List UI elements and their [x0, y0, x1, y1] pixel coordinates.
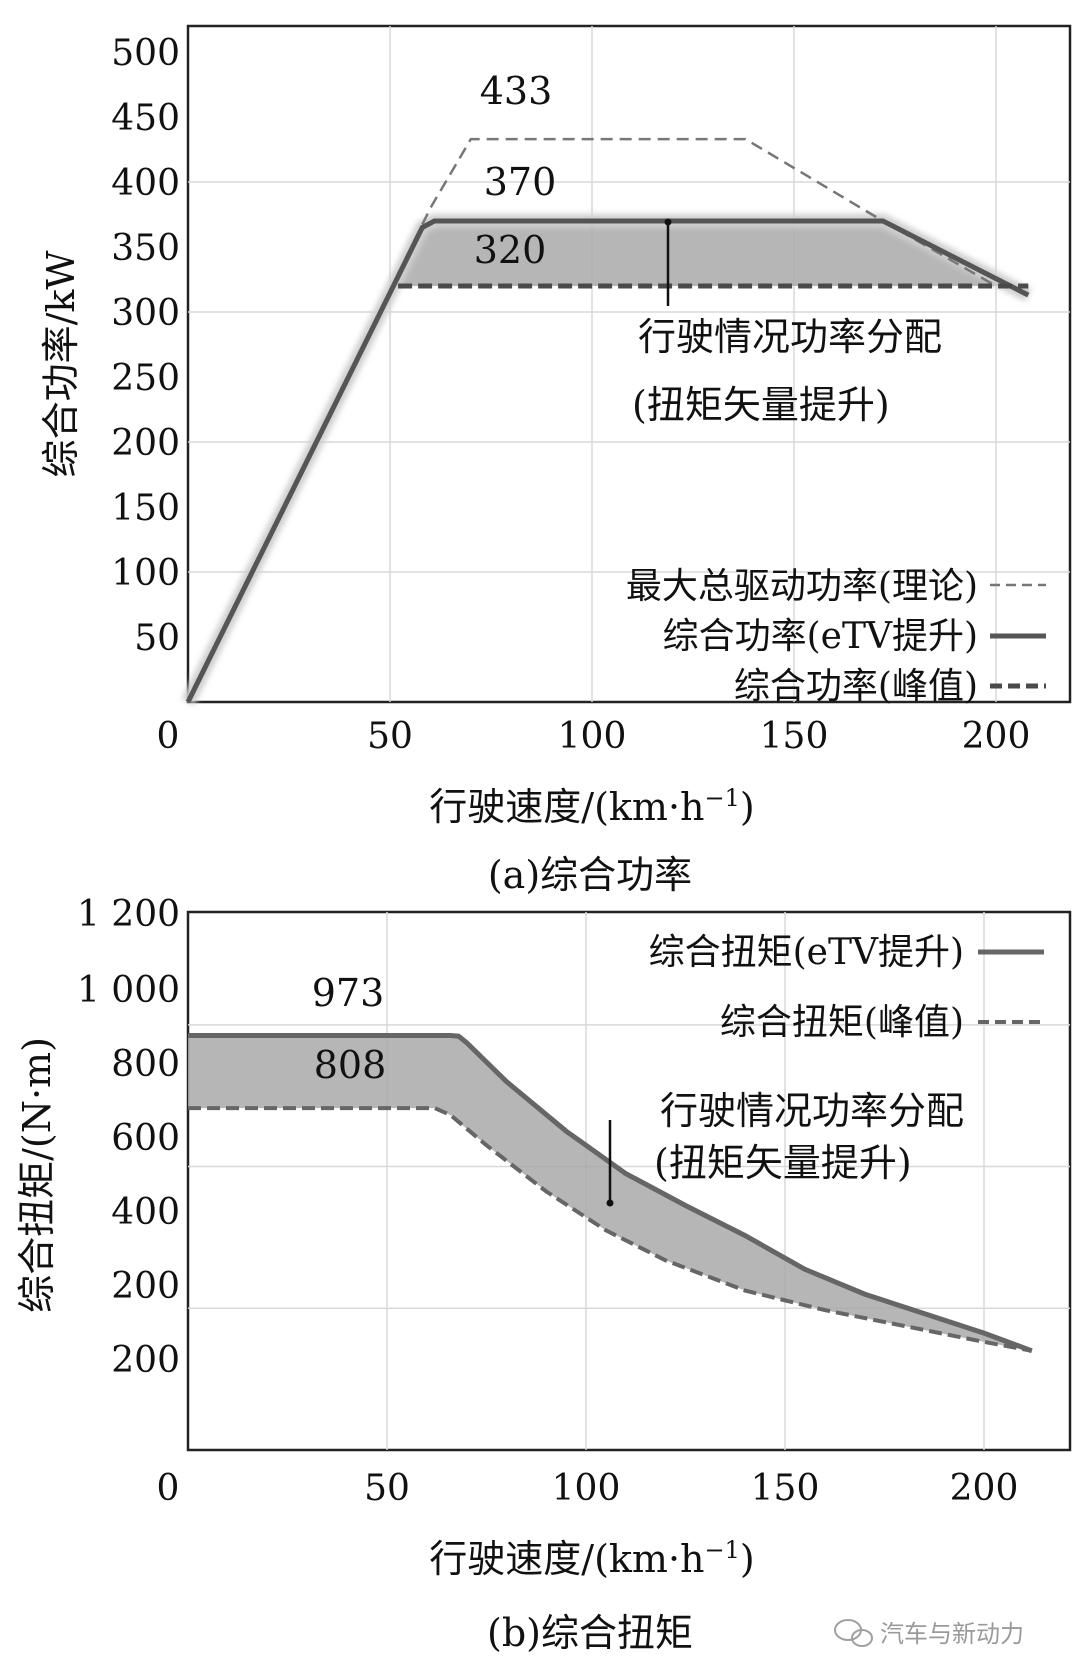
torque-y-tick: 1 000	[77, 970, 180, 1011]
power-series-etv	[185, 218, 1030, 704]
torque-x-tick: 100	[552, 1468, 621, 1509]
watermark: 汽车与新动力	[834, 1619, 1024, 1648]
torque-y-tick: 600	[111, 1118, 180, 1159]
power-chart: 0 50 100 150 200 501001502002503003504004505…	[39, 24, 1072, 897]
torque-y-tick-labels: 200 200 400 600 800 1 000 1 200	[77, 894, 180, 1381]
torque-y-axis-label: 综合扭矩/(N·m)	[15, 1037, 59, 1313]
torque-x-tick-labels: 0 50 100 150 200	[157, 1468, 1019, 1509]
power-shaded-region	[393, 221, 1029, 296]
power-x-tick: 50	[367, 716, 413, 757]
legend-label-etv: 综合功率(eTV提升)	[663, 616, 978, 657]
torque-chart: 0 50 100 150 200 200 200 400 600 800 1 000 1 200 9…	[15, 894, 1072, 1655]
value-label-370: 370	[484, 160, 557, 204]
power-x-tick: 100	[558, 716, 627, 757]
torque-grid	[188, 912, 1070, 1450]
power-y-axis-label: 综合功率/kW	[39, 251, 83, 478]
torque-annotation-line2: (扭矩矢量提升)	[654, 1141, 912, 1185]
power-y-tick-labels: 50 100 150 200 250 300 350 400 450 500	[111, 33, 180, 659]
power-y-tick: 100	[111, 553, 180, 594]
torque-x-tick: 50	[364, 1468, 410, 1509]
power-y-tick: 400	[111, 163, 180, 204]
power-y-tick: 50	[134, 618, 180, 659]
power-y-tick: 300	[111, 293, 180, 334]
value-label-808: 808	[314, 1043, 387, 1087]
power-y-tick: 250	[111, 358, 180, 399]
power-x-axis-label: 行驶速度/(km·h−1)	[429, 784, 754, 829]
legend-label-torque-peak: 综合扭矩(峰值)	[720, 1002, 964, 1043]
torque-x-tick: 150	[751, 1468, 820, 1509]
legend-label-theoretical: 最大总驱动功率(理论)	[626, 566, 978, 607]
torque-annotation-line1: 行驶情况功率分配	[660, 1089, 964, 1133]
torque-series-peak	[188, 1106, 1033, 1353]
torque-x-tick: 200	[950, 1468, 1019, 1509]
power-y-tick: 350	[111, 228, 180, 269]
power-legend: 最大总驱动功率(理论) 综合功率(eTV提升) 综合功率(峰值)	[626, 566, 1046, 707]
torque-y-tick: 1 200	[77, 894, 180, 935]
torque-y-tick: 400	[111, 1192, 180, 1233]
power-y-tick: 200	[111, 423, 180, 464]
torque-annotation-dot	[606, 1199, 614, 1207]
legend-label-torque-etv: 综合扭矩(eTV提升)	[649, 932, 964, 973]
power-x-tick-labels: 0 50 100 150 200	[157, 716, 1031, 757]
power-x-tick: 0	[157, 716, 180, 757]
power-annotation-dot	[664, 218, 672, 226]
torque-y-tick: 200	[111, 1340, 180, 1381]
torque-series-etv	[188, 1033, 1033, 1354]
torque-legend: 综合扭矩(eTV提升) 综合扭矩(峰值)	[649, 932, 1044, 1043]
power-y-tick: 500	[111, 33, 180, 74]
torque-y-tick: 200	[111, 1266, 180, 1307]
torque-x-tick: 0	[157, 1468, 180, 1509]
watermark-text: 汽车与新动力	[880, 1620, 1024, 1648]
power-caption: (a)综合功率	[488, 853, 692, 897]
power-y-tick: 450	[111, 98, 180, 139]
value-label-973: 973	[312, 971, 385, 1015]
torque-caption: (b)综合扭矩	[487, 1611, 693, 1655]
wechat-icon	[834, 1619, 873, 1647]
power-annotation-line1: 行驶情况功率分配	[638, 315, 942, 359]
value-label-433: 433	[480, 69, 553, 113]
power-x-tick: 200	[962, 716, 1031, 757]
power-x-tick: 150	[760, 716, 829, 757]
power-annotation-line2: (扭矩矢量提升)	[632, 383, 890, 427]
legend-label-peak: 综合功率(峰值)	[734, 666, 978, 707]
torque-y-tick: 800	[111, 1044, 180, 1085]
value-label-320: 320	[474, 228, 547, 272]
torque-x-axis-label: 行驶速度/(km·h−1)	[429, 1536, 754, 1581]
power-y-tick: 150	[111, 488, 180, 529]
